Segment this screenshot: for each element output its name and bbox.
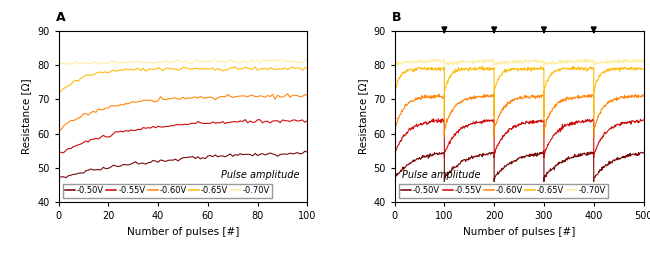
Text: Pulse amplitude: Pulse amplitude <box>222 170 300 180</box>
Legend: -0.50V, -0.55V, -0.60V, -0.65V, -0.70V: -0.50V, -0.55V, -0.60V, -0.65V, -0.70V <box>62 184 272 198</box>
Y-axis label: Resistance [Ω]: Resistance [Ω] <box>358 79 368 154</box>
X-axis label: Number of pulses [#]: Number of pulses [#] <box>463 227 575 237</box>
X-axis label: Number of pulses [#]: Number of pulses [#] <box>127 227 239 237</box>
Legend: -0.50V, -0.55V, -0.60V, -0.65V, -0.70V: -0.50V, -0.55V, -0.60V, -0.65V, -0.70V <box>398 184 608 198</box>
Text: B: B <box>392 11 402 24</box>
Text: A: A <box>56 11 66 24</box>
Text: Pulse amplitude: Pulse amplitude <box>402 170 480 180</box>
Y-axis label: Resistance [Ω]: Resistance [Ω] <box>21 79 32 154</box>
